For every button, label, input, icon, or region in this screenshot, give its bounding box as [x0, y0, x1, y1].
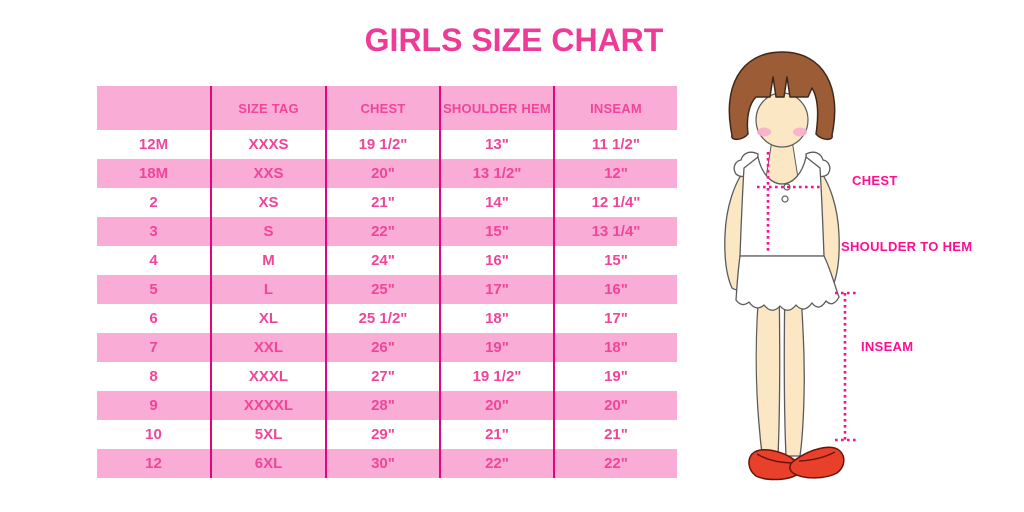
cell: 27" [325, 362, 440, 391]
cell: 29" [325, 420, 440, 449]
cell: 9 [97, 391, 211, 420]
girl-illustration [724, 51, 857, 481]
cell: 3 [97, 217, 211, 246]
right-shoe-strap [798, 451, 836, 462]
inseam-label: INSEAM [861, 339, 914, 354]
cell: 25 1/2" [325, 304, 440, 333]
cell: 26" [325, 333, 440, 362]
cell: 19" [439, 333, 554, 362]
table-row: 18M XXS 20" 13 1/2" 12" [97, 159, 677, 188]
cell: XL [210, 304, 326, 333]
cell: 30" [325, 449, 440, 478]
measurement-figure: CHEST SHOULDER TO HEM INSEAM [700, 40, 990, 500]
cell: 12M [138, 136, 169, 153]
column-header-shoulder-hem: SHOULDER HEM [439, 86, 554, 130]
cell: 12" [553, 159, 677, 188]
right-shoe [789, 446, 845, 479]
cell: 20" [439, 391, 554, 420]
cell: 10 [145, 426, 162, 443]
header-row: SIZE TAG CHEST SHOULDER HEM INSEAM [97, 86, 677, 130]
cell: 21" [439, 420, 554, 449]
cell: 8 [149, 368, 158, 385]
table-row: 4 M 24" 16" 15" [97, 246, 677, 275]
left-shoe-strap [756, 453, 792, 464]
cell: 19" [553, 362, 677, 391]
column-header-inseam: INSEAM [553, 86, 677, 130]
bodice [739, 155, 825, 257]
cell: XXXS [210, 130, 326, 159]
cell: 28" [325, 391, 440, 420]
cell: 20" [325, 159, 440, 188]
cell: 21" [553, 420, 677, 449]
cell: L [210, 275, 326, 304]
face [755, 92, 809, 148]
cell: 19 1/2" [439, 362, 554, 391]
cell: 18M [97, 159, 211, 188]
cell: 5XL [210, 420, 326, 449]
button-bottom [781, 195, 789, 203]
cell: M [210, 246, 326, 275]
page-title: GIRLS SIZE CHART [364, 22, 664, 58]
column-header-size-tag: SIZE TAG [210, 86, 326, 130]
cell: XS [210, 188, 326, 217]
cell: XXS [210, 159, 326, 188]
cell: XXXL [210, 362, 326, 391]
cell: 6 [149, 310, 158, 327]
hair [728, 51, 836, 141]
cell: 13 1/2" [439, 159, 554, 188]
column-header-size [97, 86, 211, 130]
cell: 17" [439, 275, 554, 304]
chest-label: CHEST [852, 173, 898, 188]
cell: 16" [553, 275, 677, 304]
cell: XXXXL [210, 391, 326, 420]
cell: 12 1/4" [553, 188, 677, 217]
table-row: 12 6XL 30" 22" 22" [97, 449, 677, 478]
table-row: 7 XXL 26" 19" 18" [97, 333, 677, 362]
cell: 22" [553, 449, 677, 478]
cell: 4 [149, 252, 158, 269]
cell: 6XL [210, 449, 326, 478]
table-row: 8 XXXL 27" 19 1/2" 19" [97, 362, 677, 391]
left-blush [757, 127, 771, 137]
cell: 12 [97, 449, 211, 478]
size-table: SIZE TAG CHEST SHOULDER HEM INSEAM 12M XX… [97, 86, 677, 478]
shoulder-to-hem-label: SHOULDER TO HEM [841, 239, 973, 254]
cell: 14" [439, 188, 554, 217]
cell: 11 1/2" [553, 130, 677, 159]
table-row: 3 S 22" 15" 13 1/4" [97, 217, 677, 246]
cell: 18" [553, 333, 677, 362]
table-row: 6 XL 25 1/2" 18" 17" [97, 304, 677, 333]
cell: 20" [553, 391, 677, 420]
cell: 17" [553, 304, 677, 333]
table-row: 9 XXXXL 28" 20" 20" [97, 391, 677, 420]
column-header-chest: CHEST [325, 86, 440, 130]
table-row: 10 5XL 29" 21" 21" [97, 420, 677, 449]
cell: XXL [210, 333, 326, 362]
skirt [735, 255, 840, 311]
cell: S [210, 217, 326, 246]
measurement-lines [757, 152, 857, 442]
cell: 18" [439, 304, 554, 333]
right-blush [793, 127, 807, 137]
cell: 16" [439, 246, 554, 275]
cell: 13 1/4" [553, 217, 677, 246]
table-row: 12M XXXS 19 1/2" 13" 11 1/2" [97, 130, 677, 159]
cell: 24" [325, 246, 440, 275]
table-header: SIZE TAG CHEST SHOULDER HEM INSEAM [97, 86, 677, 130]
cell: 21" [325, 188, 440, 217]
table-body: 12M XXXS 19 1/2" 13" 11 1/2" 18M XXS 20" 13 1/2… [97, 130, 677, 478]
cell: 5 [97, 275, 211, 304]
cell: 22" [325, 217, 440, 246]
cell: 22" [439, 449, 554, 478]
table-row: 2 XS 21" 14" 12 1/4" [97, 188, 677, 217]
cell: 2 [149, 194, 158, 211]
cell: 15" [553, 246, 677, 275]
cell: 25" [325, 275, 440, 304]
cell: 19 1/2" [325, 130, 440, 159]
cell: 7 [97, 333, 211, 362]
table-row: 5 L 25" 17" 16" [97, 275, 677, 304]
cell: 15" [439, 217, 554, 246]
cell: 13" [439, 130, 554, 159]
